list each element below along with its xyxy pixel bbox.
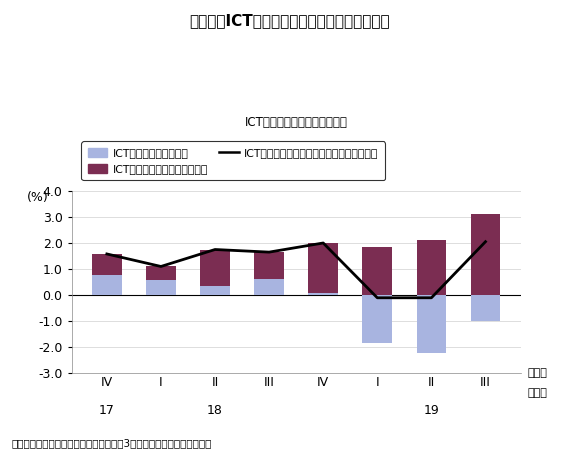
Legend: ICT関連財指標・寄与度, ICT関連サービス指標・寄与度, ICT関連財・サービス総合指標・前年同期比: ICT関連財指標・寄与度, ICT関連サービス指標・寄与度, ICT関連財・サー… (81, 141, 385, 180)
Bar (470, 295, 501, 321)
Bar (470, 214, 501, 295)
Text: (%): (%) (27, 191, 48, 204)
Text: 17: 17 (99, 404, 115, 417)
Bar (200, 286, 230, 295)
Bar (92, 254, 122, 275)
Bar (309, 292, 338, 295)
Text: （期）: （期） (528, 369, 548, 378)
Bar (146, 266, 176, 279)
Bar (146, 279, 176, 295)
Bar (416, 240, 446, 295)
Bar (254, 252, 284, 279)
Text: 19: 19 (423, 404, 439, 417)
Text: ICT関連財・サービス総合指標: ICT関連財・サービス総合指標 (245, 116, 347, 129)
Bar (362, 247, 392, 295)
Text: 図表２　ICT関連財・サービス総合指標の推移: 図表２ ICT関連財・サービス総合指標の推移 (190, 14, 390, 28)
Bar (200, 249, 230, 286)
Bar (92, 275, 122, 295)
Bar (254, 279, 284, 295)
Bar (416, 295, 446, 352)
Bar (362, 295, 392, 343)
Bar (309, 243, 338, 292)
Text: （年）: （年） (528, 388, 548, 398)
Text: 18: 18 (207, 404, 223, 417)
Text: （出所）経済産業省「鉱工業指数」「第3次産業活動指数」より作成。: （出所）経済産業省「鉱工業指数」「第3次産業活動指数」より作成。 (12, 438, 212, 448)
